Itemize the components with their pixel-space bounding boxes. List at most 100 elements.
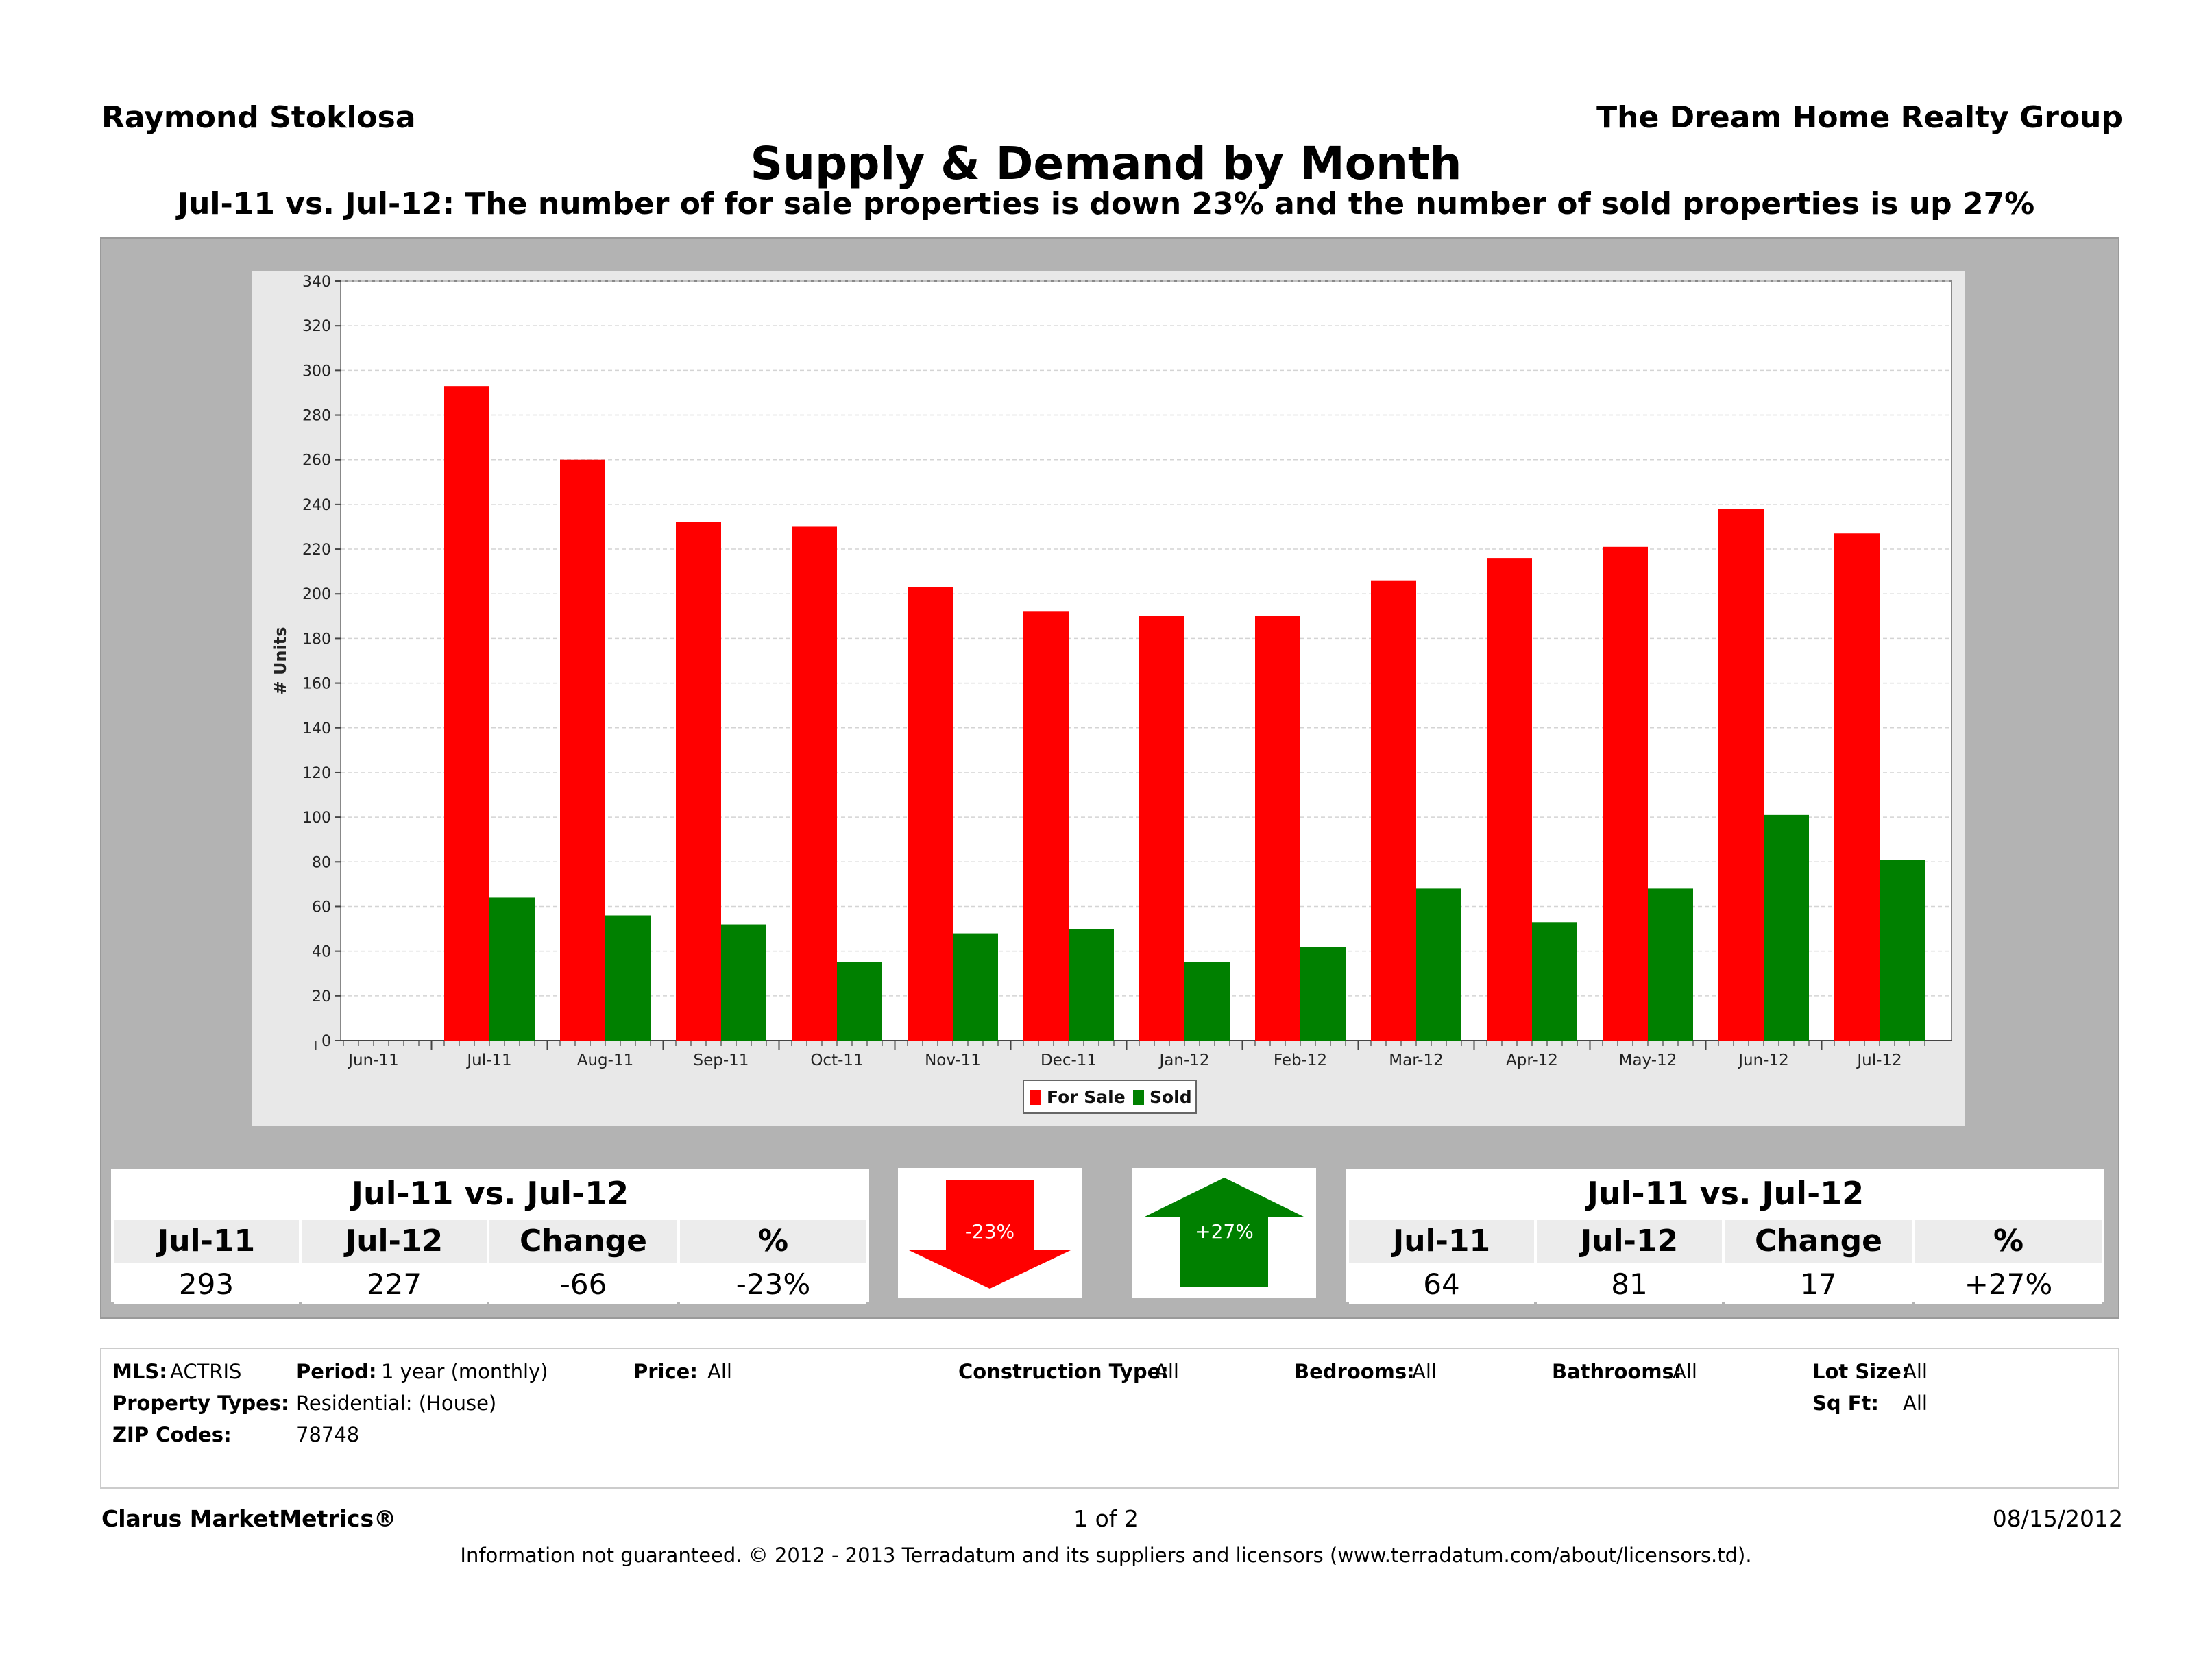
legend-swatch [1133,1090,1144,1105]
construction-type-value: All [1154,1360,1179,1383]
down-arrow-icon: -23% [909,1180,1071,1289]
for-sale-bar [1023,611,1069,1041]
x-tick-label: Oct-11 [810,1051,863,1069]
y-tick-label: 20 [312,988,331,1006]
x-tick-label: Jun-11 [347,1051,399,1069]
period-label: Period: [296,1360,377,1383]
sold-bar [1532,922,1577,1041]
sold-bar [1880,860,1925,1041]
property-types-label: Property Types: [112,1391,289,1415]
stats-value-cell: 17 [1725,1265,1912,1304]
sold-bar [837,962,882,1041]
report-date: 08/15/2012 [1992,1505,2123,1532]
bedrooms-label: Bedrooms: [1294,1360,1415,1383]
for-sale-bar [676,522,721,1041]
chart-panel: 0 20 40 60 80 100 120 140 160 180 200 220 240 260 280 3… [252,271,1965,1126]
x-tick-label: Feb-12 [1274,1051,1327,1069]
for-sale-stats-table: Jul-11 vs. Jul-12 Jul-11 Jul-12 Change %… [111,1169,869,1304]
x-tick-label: Nov-11 [925,1051,981,1069]
legend-swatch [1030,1090,1041,1105]
zip-codes-value: 78748 [296,1423,360,1446]
x-tick-label: May-12 [1619,1051,1677,1069]
y-tick-label: 0 [321,1033,331,1050]
stats-header-cell: % [680,1220,866,1263]
sold-bar [605,915,651,1041]
for-sale-stats-title: Jul-11 vs. Jul-12 [351,1175,629,1212]
for-sale-bar [1487,558,1532,1041]
price-label: Price: [633,1360,698,1383]
stats-header-cell: Change [489,1220,677,1263]
y-tick-label: 140 [302,720,331,738]
legend-label: For Sale [1047,1087,1126,1107]
page-number: 1 of 2 [1073,1505,1139,1532]
y-tick-label: 260 [302,452,331,470]
sqft-value: All [1903,1391,1928,1415]
legend-label: Sold [1150,1087,1192,1107]
page-title: Supply & Demand by Month [750,137,1462,190]
sold-bar [721,924,766,1041]
x-tick-label: Jan-12 [1158,1051,1209,1069]
stats-value-cell: -23% [680,1265,866,1304]
down-arrow-box: -23% [898,1168,1082,1298]
for-sale-bar [1139,616,1184,1041]
stats-header-cell: Jul-11 [114,1220,299,1263]
period-value: 1 year (monthly) [381,1360,548,1383]
sold-bar [1764,814,1809,1041]
x-tick-label: Apr-12 [1506,1051,1558,1069]
y-tick-label: 180 [302,631,331,648]
y-tick-label: 40 [312,944,331,961]
sold-bar [1416,888,1461,1041]
y-axis-label: # Units [271,627,290,694]
y-tick-label: 80 [312,854,331,871]
lot-size-value: All [1903,1360,1928,1383]
sold-bar [1069,929,1114,1041]
x-tick-label: Sep-11 [694,1051,749,1069]
construction-type-label: Construction Type: [958,1360,1169,1383]
sold-stats-title: Jul-11 vs. Jul-12 [1586,1175,1864,1212]
for-sale-bar [444,386,489,1041]
sold-bar [489,897,535,1041]
company-name: The Dream Home Realty Group [1596,100,2123,135]
price-value: All [707,1360,732,1383]
lot-size-label: Lot Size: [1812,1360,1910,1383]
y-tick-label: 240 [302,497,331,514]
x-tick-label: Jun-12 [1737,1051,1789,1069]
legend [1023,1080,1197,1114]
x-tick-label: Aug-11 [577,1051,633,1069]
mls-label: MLS: [112,1360,167,1383]
down-arrow-label: -23% [965,1220,1014,1243]
sold-bar [1648,888,1693,1041]
bathrooms-value: All [1673,1360,1697,1383]
bedrooms-value: All [1412,1360,1437,1383]
stats-header-cell: Jul-12 [1537,1220,1722,1263]
stats-value-cell: 293 [114,1265,299,1304]
agent-name: Raymond Stoklosa [101,100,416,135]
y-tick-label: 160 [302,676,331,693]
stats-value-cell: 81 [1537,1265,1722,1304]
stats-value-cell: +27% [1915,1265,2102,1304]
sold-bar [1300,947,1346,1041]
x-tick-label: Mar-12 [1389,1051,1444,1069]
x-tick-label: Jul-12 [1856,1051,1901,1069]
for-sale-bar [792,526,837,1041]
y-tick-label: 280 [302,408,331,425]
brand-name: Clarus MarketMetrics® [101,1505,397,1532]
sold-stats-table: Jul-11 vs. Jul-12 Jul-11 Jul-12 Change %… [1346,1169,2104,1304]
for-sale-bar [1371,580,1416,1041]
bar-chart: 0 20 40 60 80 100 120 140 160 180 200 220 240 260 280 3… [271,273,1952,1114]
y-tick-label: 340 [302,273,331,291]
stats-header-cell: Change [1725,1220,1912,1263]
mls-value: ACTRIS [170,1360,242,1383]
y-tick-label: 100 [302,810,331,827]
y-tick-label: 300 [302,363,331,380]
bathrooms-label: Bathrooms: [1552,1360,1682,1383]
stats-value-cell: 64 [1349,1265,1534,1304]
property-types-value: Residential: (House) [296,1391,497,1415]
page-subtitle: Jul-11 vs. Jul-12: The number of for sal… [177,186,2035,221]
y-tick-label: 60 [312,899,331,916]
y-tick-label: 220 [302,542,331,559]
x-tick-label: Dec-11 [1041,1051,1097,1069]
sold-bar [953,933,998,1041]
for-sale-bar [908,587,953,1041]
x-tick-label: Jul-11 [465,1051,511,1069]
